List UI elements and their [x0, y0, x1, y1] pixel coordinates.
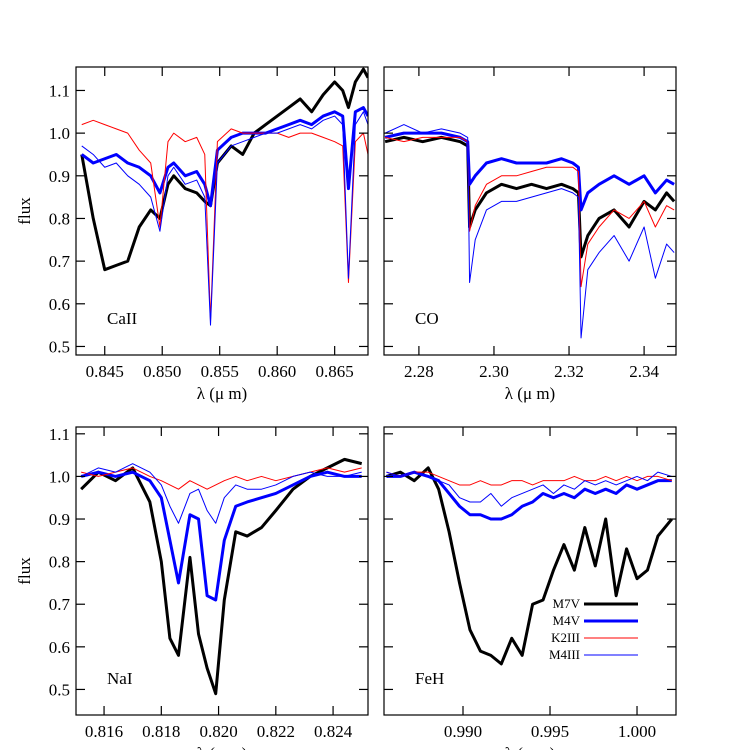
plot-frame [75, 426, 369, 716]
plot-frame [383, 66, 677, 356]
x-axis-label: λ (μ m) [505, 384, 555, 403]
panel-annotation: NaI [107, 669, 133, 688]
legend-label: M4III [549, 647, 580, 662]
spectrum-line [385, 136, 675, 288]
plot-frame [383, 426, 677, 716]
y-tick-label: 0.7 [49, 252, 71, 271]
panel: 0.845 0.850 0.855 0.860 0.865 0.5 0.6 0.7 0.8 0.9… [15, 66, 369, 403]
x-tick-label: 2.32 [554, 362, 584, 381]
x-tick-label: 1.000 [618, 722, 656, 741]
x-tick-label: 0.816 [85, 722, 123, 741]
x-tick-label: 0.990 [444, 722, 482, 741]
y-tick-label: 0.8 [49, 209, 70, 228]
y-tick-label: 0.6 [49, 638, 70, 657]
x-tick-label: 0.860 [258, 362, 296, 381]
spectrum-line [80, 67, 368, 272]
legend-label: K2III [551, 630, 580, 645]
spectrum-line [386, 471, 672, 507]
x-tick-label: 0.820 [199, 722, 237, 741]
spectrum-line [81, 119, 368, 322]
x-tick-label: 0.845 [86, 362, 124, 381]
y-tick-label: 1.0 [49, 124, 70, 143]
spectrum-line [386, 470, 672, 521]
spectrum-line [80, 457, 363, 696]
panel-annotation: CO [415, 309, 439, 328]
panel: 0.990 0.995 1.000 λ (μ m) FeH M7V M4V K2III M4II… [383, 426, 677, 750]
plot-frame [75, 66, 369, 356]
x-tick-label: 0.822 [257, 722, 295, 741]
panel: 0.816 0.818 0.820 0.822 0.824 0.5 0.6 0.7 0.8 0.9… [15, 425, 369, 750]
panel-annotation: FeH [415, 669, 444, 688]
x-axis-label: λ (μ m) [197, 744, 247, 750]
x-tick-label: 0.818 [142, 722, 180, 741]
x-tick-label: 0.865 [316, 362, 354, 381]
y-tick-label: 1.1 [49, 425, 70, 444]
y-tick-label: 1.0 [49, 467, 70, 486]
x-tick-label: 0.850 [143, 362, 181, 381]
y-tick-label: 0.9 [49, 510, 70, 529]
spectrum-line [384, 124, 675, 339]
spectrum-line [80, 106, 368, 208]
y-tick-label: 0.8 [49, 553, 70, 572]
x-axis-label: λ (μ m) [505, 744, 555, 750]
x-tick-label: 0.855 [201, 362, 239, 381]
legend-label: M4V [553, 613, 581, 628]
spectrum-line [384, 135, 676, 259]
x-axis-label: λ (μ m) [197, 384, 247, 403]
y-tick-label: 0.5 [49, 680, 70, 699]
x-tick-label: 0.824 [314, 722, 353, 741]
y-tick-label: 0.9 [49, 167, 70, 186]
y-tick-label: 0.6 [49, 295, 70, 314]
y-axis-label: flux [15, 197, 34, 225]
spectrum-line [80, 470, 362, 602]
spectrum-line [81, 111, 368, 326]
spectrum-line [386, 466, 673, 666]
spectrum-line [80, 463, 362, 524]
legend-label: M7V [553, 596, 581, 611]
panel-annotation: CaII [107, 309, 138, 328]
y-axis-label: flux [15, 557, 34, 585]
spectrum-line [386, 471, 672, 486]
x-tick-label: 2.30 [479, 362, 509, 381]
y-tick-label: 0.7 [49, 595, 71, 614]
spectrum-line [384, 131, 675, 212]
x-tick-label: 2.34 [629, 362, 659, 381]
y-tick-label: 0.5 [49, 337, 70, 356]
x-tick-label: 2.28 [404, 362, 434, 381]
y-tick-label: 1.1 [49, 81, 70, 100]
panel: 2.28 2.30 2.32 2.34 λ (μ m) CO [383, 66, 677, 403]
x-tick-label: 0.995 [531, 722, 569, 741]
